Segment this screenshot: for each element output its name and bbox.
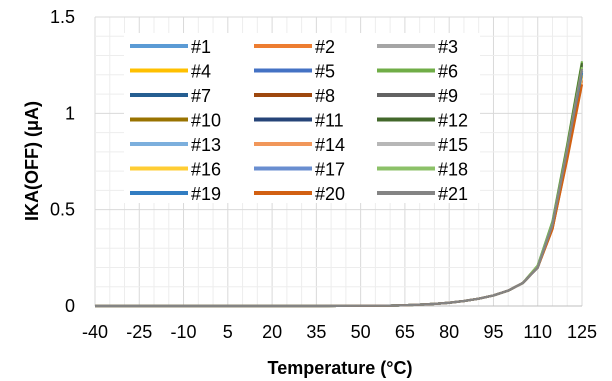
legend-label: #1 xyxy=(191,37,211,57)
legend-label: #8 xyxy=(315,86,335,106)
y-tick-label: 1 xyxy=(65,103,75,123)
x-tick-label: -10 xyxy=(171,322,197,342)
series-layer xyxy=(95,61,584,308)
x-tick-label: 110 xyxy=(523,322,552,342)
legend-label: #11 xyxy=(315,111,344,131)
legend-label: #20 xyxy=(315,184,345,204)
x-tick-label: 95 xyxy=(483,322,503,342)
legend-label: #18 xyxy=(438,160,468,180)
x-tick-label: 65 xyxy=(395,322,415,342)
y-tick-label: 0 xyxy=(65,296,75,316)
x-tick-label: 35 xyxy=(306,322,326,342)
x-tick-label: 125 xyxy=(567,322,597,342)
legend-label: #13 xyxy=(191,135,221,155)
x-tick-label: -25 xyxy=(126,322,152,342)
legend-label: #12 xyxy=(438,111,468,131)
legend-label: #3 xyxy=(438,37,458,57)
legend-label: #21 xyxy=(438,184,468,204)
x-tick-label: 20 xyxy=(262,322,282,342)
legend-label: #9 xyxy=(438,86,458,106)
legend-label: #10 xyxy=(191,111,221,131)
legend: #1 #2 #3 #4 #5 #6 #7 #8 #9 #10 #11 #12 #13 #14 #15 #16 #… xyxy=(124,33,480,204)
legend-label: #7 xyxy=(191,86,211,106)
y-axis-title: IKA(OFF) (μA) xyxy=(22,101,42,221)
legend-label: #6 xyxy=(438,62,458,82)
x-tick-label: -40 xyxy=(82,322,108,342)
legend-label: #19 xyxy=(191,184,221,204)
legend-label: #15 xyxy=(438,135,468,155)
legend-label: #17 xyxy=(315,160,345,180)
legend-label: #4 xyxy=(191,62,211,82)
legend-label: #16 xyxy=(191,160,221,180)
legend-label: #2 xyxy=(315,37,335,57)
series-line-21 xyxy=(95,68,584,308)
tick-labels: -40 -25 -10 5 20 35 50 65 80 95 110 125 0 0.5 1 1.5 xyxy=(50,7,597,342)
legend-label: #14 xyxy=(315,135,345,155)
x-axis-title: Temperature (°C) xyxy=(268,358,413,378)
x-tick-label: 80 xyxy=(439,322,459,342)
x-tick-label: 5 xyxy=(223,322,233,342)
y-tick-label: 1.5 xyxy=(50,7,75,27)
x-tick-label: 50 xyxy=(351,322,371,342)
legend-label: #5 xyxy=(315,62,335,82)
y-tick-label: 0.5 xyxy=(50,200,75,220)
